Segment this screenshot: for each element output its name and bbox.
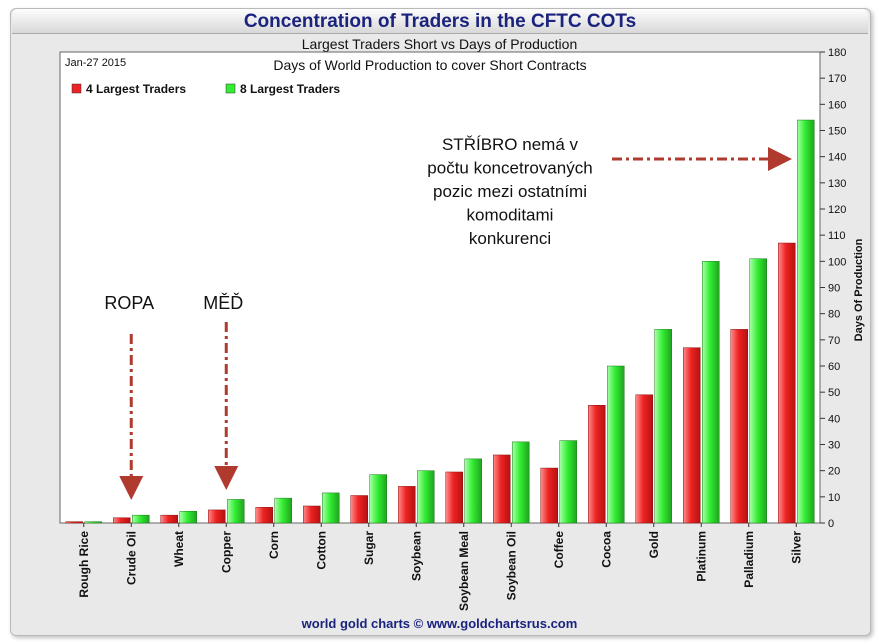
bar-4-largest: [160, 514, 178, 524]
bar-4-largest: [113, 517, 131, 524]
bar-8-largest: [417, 470, 435, 524]
bar-8-largest: [369, 474, 387, 524]
bar-4-largest: [208, 509, 226, 524]
y-tick-label: 180: [828, 47, 846, 59]
y-tick-label: 10: [828, 492, 840, 504]
y-tick-label: 70: [828, 335, 840, 347]
y-tick-label: 60: [828, 361, 840, 373]
bar-8-largest: [84, 521, 102, 524]
bar-4-largest: [683, 347, 701, 524]
y-tick-label: 150: [828, 126, 846, 138]
x-tick-label: Rough Rice: [77, 531, 91, 598]
bar-8-largest: [322, 492, 340, 524]
y-tick-label: 50: [828, 387, 840, 399]
bar-4-largest: [255, 507, 273, 524]
bar-4-largest: [303, 505, 321, 524]
x-tick-label: Soybean Meal: [457, 531, 471, 611]
bar-4-largest: [778, 242, 796, 524]
annotation-silver-line: STŘÍBRO nemá v: [442, 135, 579, 154]
x-tick-label: Platinum: [694, 531, 708, 582]
bar-8-largest: [559, 440, 577, 524]
y-tick-label: 0: [828, 518, 834, 530]
annotation-silver-line: konkurenci: [469, 229, 551, 248]
chart-subtitle: Largest Traders Short vs Days of Product…: [301, 36, 578, 52]
y-tick-label: 140: [828, 152, 846, 164]
x-tick-label: Copper: [219, 531, 233, 573]
bar-8-largest: [274, 497, 292, 524]
x-tick-label: Crude Oil: [124, 531, 138, 585]
footer-credit: world gold charts © www.goldchartsrus.co…: [301, 616, 578, 631]
y-tick-label: 80: [828, 309, 840, 321]
x-tick-label: Cocoa: [599, 531, 613, 568]
x-tick-label: Coffee: [552, 531, 566, 569]
title-bar: Concentration of Traders in the CFTC COT…: [12, 9, 868, 34]
bar-8-largest: [464, 458, 482, 524]
y-tick-label: 20: [828, 466, 840, 478]
legend-label: 4 Largest Traders: [86, 82, 186, 96]
x-tick-label: Sugar: [362, 531, 376, 565]
x-tick-label: Palladium: [742, 531, 756, 588]
legend-swatch: [71, 83, 82, 94]
bar-4-largest: [398, 486, 416, 524]
bar-4-largest: [493, 454, 511, 524]
bar-8-largest: [654, 329, 672, 524]
bar-4-largest: [635, 394, 653, 524]
annotation-silver-line: komoditami: [467, 206, 554, 225]
chart-title: Concentration of Traders in the CFTC COT…: [243, 11, 637, 32]
bar-8-largest: [227, 499, 245, 524]
x-tick-label: Silver: [789, 531, 803, 564]
x-tick-label: Corn: [267, 531, 281, 559]
bar-4-largest: [588, 405, 606, 524]
bar-4-largest: [730, 329, 748, 524]
legend-swatch: [225, 83, 236, 94]
annotation-silver-line: počtu koncetrovaných: [427, 159, 592, 178]
bar-8-largest: [702, 261, 720, 524]
bar-8-largest: [512, 441, 530, 524]
annotation-ropa: ROPA: [104, 293, 154, 313]
date-label: Jan-27 2015: [65, 57, 126, 69]
y-tick-label: 40: [828, 413, 840, 425]
y-tick-label: 170: [828, 73, 846, 85]
bar-8-largest: [179, 510, 197, 524]
x-tick-label: Gold: [647, 531, 661, 558]
bar-4-largest: [65, 521, 83, 524]
x-tick-label: Cotton: [314, 531, 328, 570]
x-tick-label: Wheat: [172, 531, 186, 567]
x-tick-label: Soybean: [409, 531, 423, 581]
y-tick-label: 130: [828, 178, 846, 190]
y-tick-label: 120: [828, 204, 846, 216]
x-tick-label: Soybean Oil: [504, 531, 518, 600]
annotation-med: MĚĎ: [203, 293, 243, 313]
y-tick-label: 30: [828, 440, 840, 452]
bar-8-largest: [797, 119, 815, 524]
y-axis-label: Days Of Production: [853, 238, 865, 341]
bar-4-largest: [540, 467, 558, 524]
bar-8-largest: [607, 365, 625, 524]
legend-label: 8 Largest Traders: [240, 82, 340, 96]
y-tick-label: 110: [828, 230, 846, 242]
y-tick-label: 90: [828, 283, 840, 295]
y-tick-label: 100: [828, 256, 846, 268]
bar-8-largest: [132, 514, 150, 524]
bar-4-largest: [445, 471, 463, 524]
inner-chart-title: Days of World Production to cover Short …: [273, 57, 586, 73]
y-tick-label: 160: [828, 99, 846, 111]
bar-8-largest: [749, 258, 767, 524]
annotation-silver-line: pozic mezi ostatními: [433, 182, 587, 201]
bar-4-largest: [350, 495, 368, 524]
